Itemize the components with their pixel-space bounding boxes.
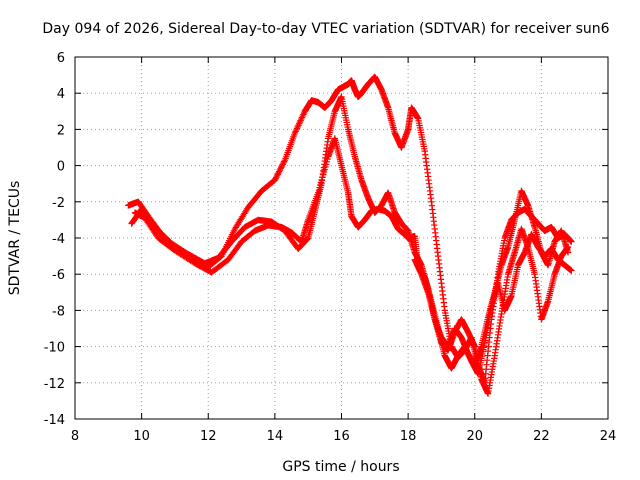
data-point-fill <box>273 174 280 181</box>
y-tick-label: -6 <box>52 268 65 283</box>
x-tick-label: 14 <box>267 429 284 444</box>
y-tick-label: -4 <box>52 232 65 247</box>
x-tick-label: 10 <box>133 429 150 444</box>
data-point <box>564 249 572 256</box>
data-point-fill <box>276 166 284 174</box>
x-tick-label: 20 <box>466 429 483 444</box>
data-point-fill <box>277 165 284 172</box>
data-point <box>271 176 279 184</box>
y-tick-label: 4 <box>57 87 65 102</box>
data-point-fill <box>275 168 283 175</box>
y-tick-label: -10 <box>44 341 65 356</box>
chart-title: Day 094 of 2026, Sidereal Day-to-day VTE… <box>42 21 609 37</box>
data-point-fill <box>273 172 281 180</box>
series-track-b <box>131 135 575 377</box>
y-tick-label: 0 <box>57 160 65 175</box>
data-point-fill <box>278 164 285 171</box>
series-track-a <box>125 73 575 386</box>
data-series <box>125 73 575 397</box>
x-tick-label: 24 <box>600 429 617 444</box>
data-point-fill <box>275 169 282 177</box>
data-point-fill <box>274 171 281 178</box>
data-point <box>568 238 575 245</box>
y-axis-title: SDTVAR / TECUs <box>7 181 23 296</box>
data-point-fill <box>279 161 286 168</box>
x-tick-label: 8 <box>71 429 79 444</box>
series-track-d <box>411 187 572 368</box>
x-tick-label: 22 <box>533 429 550 444</box>
data-point <box>568 267 575 274</box>
x-tick-label: 18 <box>400 429 417 444</box>
data-point-fill <box>280 158 288 165</box>
series-track-c <box>128 93 572 397</box>
y-tick-label: 6 <box>57 51 65 66</box>
data-point-fill <box>278 162 286 170</box>
data-point-fill <box>280 159 287 167</box>
y-tick-label: -8 <box>52 304 65 319</box>
x-tick-label: 16 <box>333 429 350 444</box>
y-tick-label: -14 <box>44 413 65 428</box>
x-axis-title: GPS time / hours <box>282 459 399 475</box>
x-tick-label: 12 <box>200 429 217 444</box>
y-tick-label: -12 <box>44 377 65 392</box>
y-tick-label: 2 <box>57 123 65 138</box>
y-tick-label: -2 <box>52 196 65 211</box>
data-point-fill <box>272 175 279 182</box>
